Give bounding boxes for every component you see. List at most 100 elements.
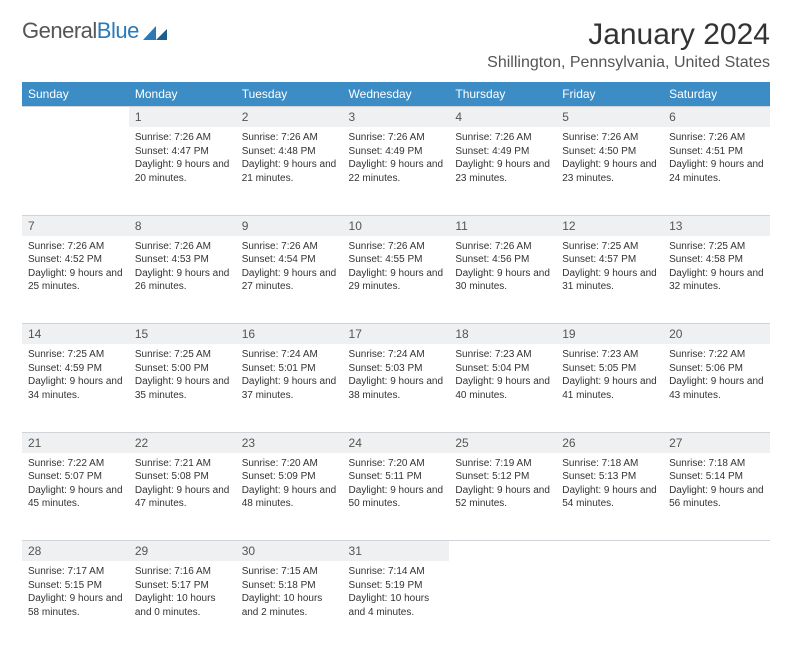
day-number-cell: 2: [236, 107, 343, 128]
daylight-line: Daylight: 9 hours and 41 minutes.: [562, 375, 657, 402]
daylight-line: Daylight: 9 hours and 23 minutes.: [455, 158, 550, 185]
sunset-line: Sunset: 5:04 PM: [455, 362, 550, 376]
day-content-cell: Sunrise: 7:15 AMSunset: 5:18 PMDaylight:…: [236, 561, 343, 649]
weekday-header: Monday: [129, 82, 236, 107]
day-number-cell: 16: [236, 324, 343, 345]
logo-text-1: General: [22, 18, 97, 44]
calendar-page: GeneralBlue January 2024 Shillington, Pe…: [0, 0, 792, 667]
day-content-cell: Sunrise: 7:26 AMSunset: 4:51 PMDaylight:…: [663, 127, 770, 215]
sunrise-line: Sunrise: 7:25 AM: [135, 348, 230, 362]
day-content-cell: Sunrise: 7:23 AMSunset: 5:04 PMDaylight:…: [449, 344, 556, 432]
day-content-cell: Sunrise: 7:22 AMSunset: 5:07 PMDaylight:…: [22, 453, 129, 541]
sunset-line: Sunset: 4:49 PM: [349, 145, 444, 159]
daylight-line: Daylight: 9 hours and 23 minutes.: [562, 158, 657, 185]
day-content-cell: Sunrise: 7:18 AMSunset: 5:14 PMDaylight:…: [663, 453, 770, 541]
daylight-line: Daylight: 9 hours and 45 minutes.: [28, 484, 123, 511]
day-content-cell: Sunrise: 7:26 AMSunset: 4:54 PMDaylight:…: [236, 236, 343, 324]
day-number-cell: 7: [22, 215, 129, 236]
day-number-cell: 31: [343, 541, 450, 562]
daylight-line: Daylight: 10 hours and 0 minutes.: [135, 592, 230, 619]
sunset-line: Sunset: 5:05 PM: [562, 362, 657, 376]
day-number-cell: 4: [449, 107, 556, 128]
day-number-cell: 1: [129, 107, 236, 128]
day-number-cell: 8: [129, 215, 236, 236]
sunset-line: Sunset: 4:47 PM: [135, 145, 230, 159]
logo-icon: [143, 22, 169, 40]
day-content-cell: Sunrise: 7:26 AMSunset: 4:49 PMDaylight:…: [449, 127, 556, 215]
daylight-line: Daylight: 9 hours and 52 minutes.: [455, 484, 550, 511]
day-number-cell: 17: [343, 324, 450, 345]
calendar-table: SundayMondayTuesdayWednesdayThursdayFrid…: [22, 82, 770, 649]
sunset-line: Sunset: 4:50 PM: [562, 145, 657, 159]
day-number-cell: 9: [236, 215, 343, 236]
day-content-cell: [22, 127, 129, 215]
day-number-cell: [22, 107, 129, 128]
day-content-cell: [663, 561, 770, 649]
day-number-cell: 10: [343, 215, 450, 236]
daylight-line: Daylight: 9 hours and 40 minutes.: [455, 375, 550, 402]
day-number-cell: 27: [663, 432, 770, 453]
sunset-line: Sunset: 5:15 PM: [28, 579, 123, 593]
day-number-cell: 24: [343, 432, 450, 453]
sunset-line: Sunset: 5:12 PM: [455, 470, 550, 484]
weekday-header: Wednesday: [343, 82, 450, 107]
day-number-cell: [556, 541, 663, 562]
day-content-cell: Sunrise: 7:26 AMSunset: 4:52 PMDaylight:…: [22, 236, 129, 324]
day-number-cell: 14: [22, 324, 129, 345]
day-number-cell: 29: [129, 541, 236, 562]
sunrise-line: Sunrise: 7:16 AM: [135, 565, 230, 579]
sunset-line: Sunset: 5:06 PM: [669, 362, 764, 376]
sunset-line: Sunset: 5:14 PM: [669, 470, 764, 484]
daylight-line: Daylight: 9 hours and 26 minutes.: [135, 267, 230, 294]
day-content-cell: Sunrise: 7:25 AMSunset: 4:59 PMDaylight:…: [22, 344, 129, 432]
sunset-line: Sunset: 4:56 PM: [455, 253, 550, 267]
sunrise-line: Sunrise: 7:19 AM: [455, 457, 550, 471]
day-content-cell: Sunrise: 7:26 AMSunset: 4:56 PMDaylight:…: [449, 236, 556, 324]
daylight-line: Daylight: 9 hours and 58 minutes.: [28, 592, 123, 619]
daylight-line: Daylight: 9 hours and 48 minutes.: [242, 484, 337, 511]
sunset-line: Sunset: 5:11 PM: [349, 470, 444, 484]
daylight-line: Daylight: 9 hours and 54 minutes.: [562, 484, 657, 511]
sunset-line: Sunset: 4:58 PM: [669, 253, 764, 267]
day-number-cell: 28: [22, 541, 129, 562]
day-number-cell: [663, 541, 770, 562]
sunset-line: Sunset: 5:07 PM: [28, 470, 123, 484]
sunrise-line: Sunrise: 7:26 AM: [242, 240, 337, 254]
title-block: January 2024 Shillington, Pennsylvania, …: [487, 18, 770, 72]
day-content-cell: Sunrise: 7:23 AMSunset: 5:05 PMDaylight:…: [556, 344, 663, 432]
day-number-row: 14151617181920: [22, 324, 770, 345]
day-number-cell: 3: [343, 107, 450, 128]
day-number-cell: 23: [236, 432, 343, 453]
day-number-cell: 18: [449, 324, 556, 345]
daylight-line: Daylight: 9 hours and 34 minutes.: [28, 375, 123, 402]
sunrise-line: Sunrise: 7:15 AM: [242, 565, 337, 579]
day-number-cell: 13: [663, 215, 770, 236]
sunrise-line: Sunrise: 7:25 AM: [669, 240, 764, 254]
day-content-cell: Sunrise: 7:26 AMSunset: 4:53 PMDaylight:…: [129, 236, 236, 324]
day-content-row: Sunrise: 7:17 AMSunset: 5:15 PMDaylight:…: [22, 561, 770, 649]
sunrise-line: Sunrise: 7:25 AM: [28, 348, 123, 362]
day-content-cell: Sunrise: 7:14 AMSunset: 5:19 PMDaylight:…: [343, 561, 450, 649]
day-number-cell: 12: [556, 215, 663, 236]
sunrise-line: Sunrise: 7:26 AM: [135, 240, 230, 254]
daylight-line: Daylight: 9 hours and 43 minutes.: [669, 375, 764, 402]
day-number-cell: 20: [663, 324, 770, 345]
sunrise-line: Sunrise: 7:26 AM: [455, 131, 550, 145]
weekday-header: Thursday: [449, 82, 556, 107]
sunset-line: Sunset: 4:54 PM: [242, 253, 337, 267]
weekday-header: Friday: [556, 82, 663, 107]
day-content-cell: [556, 561, 663, 649]
daylight-line: Daylight: 9 hours and 20 minutes.: [135, 158, 230, 185]
sunrise-line: Sunrise: 7:23 AM: [562, 348, 657, 362]
day-number-row: 28293031: [22, 541, 770, 562]
daylight-line: Daylight: 9 hours and 37 minutes.: [242, 375, 337, 402]
sunset-line: Sunset: 4:49 PM: [455, 145, 550, 159]
header: GeneralBlue January 2024 Shillington, Pe…: [22, 18, 770, 72]
daylight-line: Daylight: 9 hours and 47 minutes.: [135, 484, 230, 511]
day-content-cell: Sunrise: 7:26 AMSunset: 4:50 PMDaylight:…: [556, 127, 663, 215]
weekday-header: Saturday: [663, 82, 770, 107]
sunset-line: Sunset: 5:17 PM: [135, 579, 230, 593]
sunset-line: Sunset: 5:08 PM: [135, 470, 230, 484]
sunset-line: Sunset: 4:52 PM: [28, 253, 123, 267]
sunrise-line: Sunrise: 7:22 AM: [669, 348, 764, 362]
